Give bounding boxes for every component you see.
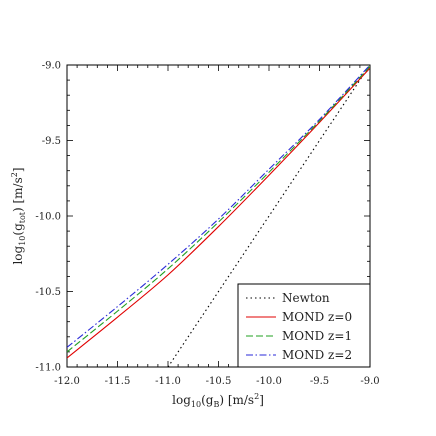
x-tick-label: -9.5	[310, 376, 329, 387]
legend-label: MOND z=2	[282, 348, 352, 362]
series-line-mond-z-0	[67, 67, 370, 359]
legend-label: Newton	[282, 291, 330, 305]
tick-labels: -12.0 -11.5 -11.0 -10.5 -10.0 -9.5 -9.0 -11.0 -1…	[35, 61, 379, 388]
series-line-mond-z-2	[67, 65, 370, 348]
x-tick-label: -11.0	[155, 376, 181, 387]
series-line-mond-z-1	[67, 66, 370, 353]
y-tick-label: -10.5	[35, 287, 61, 298]
y-tick-label: -10.0	[35, 212, 61, 223]
series-lines	[67, 65, 370, 367]
x-axis-label: log10(gB) [m/s2]	[172, 392, 264, 409]
y-tick-label: -9.5	[42, 136, 61, 147]
legend: Newton MOND z=0 MOND z=1 MOND z=2	[237, 283, 371, 368]
y-axis-label: log10(gtot) [m/s2]	[10, 167, 27, 264]
legend-label: MOND z=0	[282, 310, 352, 324]
y-tick-label: -11.0	[35, 363, 61, 374]
x-tick-label: -10.5	[206, 376, 232, 387]
x-tick-label: -12.0	[54, 376, 80, 387]
x-tick-label: -9.0	[360, 376, 379, 387]
x-tick-label: -11.5	[105, 376, 131, 387]
x-tick-label: -10.0	[256, 376, 282, 387]
y-tick-label: -9.0	[42, 61, 61, 72]
series-line-newton	[167, 65, 370, 367]
legend-label: MOND z=1	[282, 329, 352, 343]
